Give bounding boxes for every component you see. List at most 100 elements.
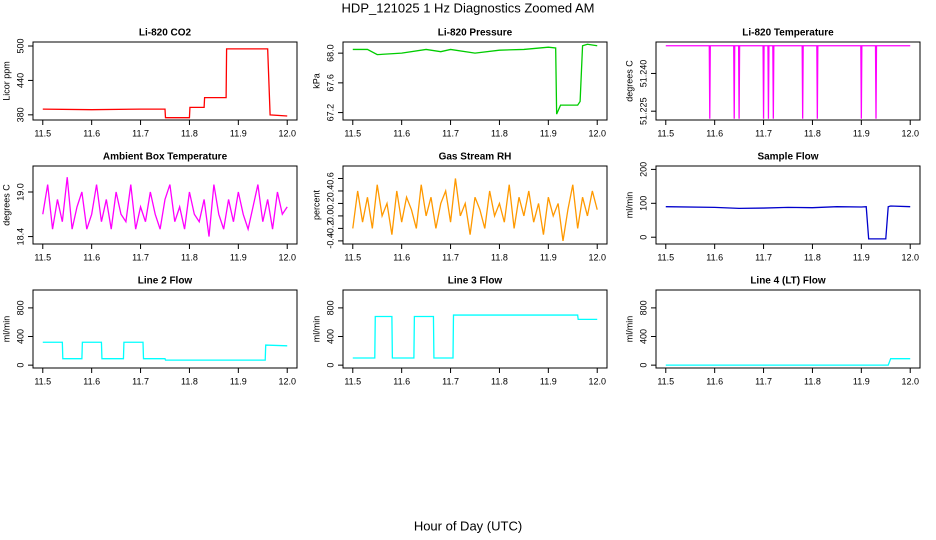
y-tick-label: 200 [638,162,648,177]
data-line [42,48,288,119]
x-tick-label: 12.0 [278,128,296,138]
y-tick-label: 67.2 [325,104,335,122]
x-tick-label: 11.8 [181,376,198,386]
x-tick-label: 11.9 [230,252,247,262]
y-tick-label: 68.0 [325,44,335,62]
x-tick-label: 12.0 [901,128,919,138]
x-tick-label: 11.7 [755,376,772,386]
y-tick-label: 51.225 [638,97,648,125]
x-tick-label: 11.8 [181,252,198,262]
y-tick-label: 51.240 [638,60,648,88]
x-tick-label: 11.9 [853,128,870,138]
x-tick-label: 11.7 [132,376,149,386]
x-tick-label: 11.7 [442,376,459,386]
y-tick-label: 0.4 [325,185,335,198]
data-line [352,314,598,359]
panel-title: Line 2 Flow [138,276,193,287]
x-tick-label: 11.5 [344,252,361,262]
y-tick-label: 0 [638,235,648,240]
y-axis-label: kPa [311,73,321,89]
y-tick-label: 100 [638,196,648,211]
data-line [665,358,911,366]
x-tick-label: 12.0 [901,376,919,386]
y-tick-label: 0 [15,363,25,368]
x-tick-label: 11.8 [491,128,508,138]
x-tick-label: 11.6 [393,128,410,138]
x-tick-label: 11.9 [853,376,870,386]
y-axis-label: ml/min [624,316,634,343]
x-tick-label: 11.5 [34,252,51,262]
y-tick-label: 500 [15,38,25,53]
y-axis-label: ml/min [1,316,11,343]
x-tick-label: 11.8 [491,376,508,386]
panel-title: Line 3 Flow [448,276,503,287]
y-axis-label: ml/min [624,192,634,219]
x-tick-label: 11.6 [706,128,723,138]
y-tick-label: 0 [638,363,648,368]
x-tick-label: 11.5 [34,376,51,386]
panel-title: Ambient Box Temperature [103,152,228,163]
x-tick-label: 11.6 [706,252,723,262]
x-tick-label: 11.9 [540,128,557,138]
panel-title: Gas Stream RH [439,152,512,163]
plot-frame [655,41,921,121]
y-tick-label: 67.6 [325,74,335,92]
data-line [665,45,911,119]
y-axis-label: degrees C [1,184,11,226]
x-tick-label: 11.6 [83,128,100,138]
x-tick-label: 11.5 [657,128,674,138]
y-tick-label: 800 [638,300,648,315]
y-axis-label: Licor ppm [1,61,11,101]
x-tick-label: 11.5 [344,128,361,138]
plot-frame [655,165,921,245]
plot-frame [342,165,608,245]
plot-frame [655,289,921,369]
panel-title: Li-820 CO2 [139,28,192,39]
y-tick-label: 18.4 [15,228,25,246]
plot-frame [32,165,298,245]
panel-title: Line 4 (LT) Flow [750,276,826,287]
plot-frame [342,289,608,369]
data-line [665,205,911,240]
y-tick-label: 0 [325,363,335,368]
y-axis-label: degrees C [624,60,634,102]
x-tick-label: 12.0 [588,376,606,386]
x-tick-label: 11.8 [804,376,821,386]
x-tick-label: 12.0 [278,376,296,386]
data-line [42,177,288,237]
y-tick-label: 0.6 [325,172,335,185]
y-tick-label: -0.2 [325,221,335,237]
x-axis-label: Hour of Day (UTC) [414,518,522,533]
x-tick-label: 11.7 [755,252,772,262]
x-tick-label: 11.8 [804,128,821,138]
x-tick-label: 12.0 [588,128,606,138]
page-title: HDP_121025 1 Hz Diagnostics Zoomed AM [342,0,595,15]
x-tick-label: 11.5 [344,376,361,386]
y-tick-label: 800 [15,300,25,315]
x-tick-label: 11.7 [442,252,459,262]
x-tick-label: 11.8 [804,252,821,262]
data-line [352,43,598,115]
y-axis-label: percent [311,189,321,220]
x-tick-label: 11.7 [442,128,459,138]
x-tick-label: 11.9 [540,376,557,386]
x-tick-label: 12.0 [588,252,606,262]
panel-title: Sample Flow [757,152,818,163]
y-tick-label: -0.4 [325,233,335,249]
x-tick-label: 11.6 [83,252,100,262]
plot-frame [342,41,608,121]
x-tick-label: 11.6 [706,376,723,386]
y-axis-label: ml/min [311,316,321,343]
x-tick-label: 11.5 [657,252,674,262]
plot-frame [32,41,298,121]
x-tick-label: 12.0 [901,252,919,262]
x-tick-label: 12.0 [278,252,296,262]
x-tick-label: 11.9 [230,128,247,138]
y-tick-label: 400 [638,329,648,344]
y-tick-label: 400 [325,329,335,344]
panel-title: Li-820 Pressure [438,28,513,39]
x-tick-label: 11.6 [83,376,100,386]
y-tick-label: 0.0 [325,210,335,223]
